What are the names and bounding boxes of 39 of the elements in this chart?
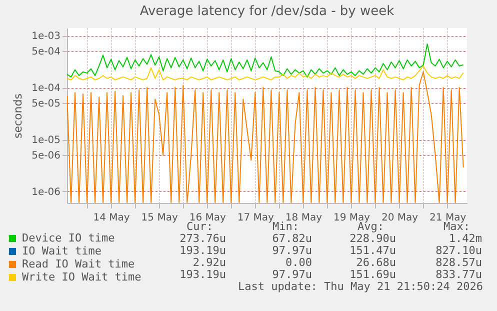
text: 2.92u <box>192 256 226 269</box>
text: 97.97u <box>272 244 312 257</box>
text: 1.42m <box>448 232 482 245</box>
x-tick-label: 14 May <box>93 212 130 224</box>
y-tick-label: 1e-04 <box>32 83 60 94</box>
y-tick-label: 5e-04 <box>32 46 60 58</box>
y-tick-label: 5e-05 <box>32 98 60 110</box>
y-axis-title: seconds <box>12 93 25 138</box>
text: 67.82u <box>272 232 312 245</box>
x-tick-label: 17 May <box>237 212 274 224</box>
text: 151.47u <box>350 244 396 257</box>
text: 833.77u <box>436 268 482 281</box>
text: 193.19u <box>180 244 226 257</box>
y-tick-label: 1e-05 <box>32 135 60 146</box>
x-tick-label: 21 May <box>430 212 466 224</box>
line-series <box>67 71 464 203</box>
y-tick-label: 5e-06 <box>32 150 60 162</box>
text: 228.90u <box>350 232 396 245</box>
line-series <box>67 43 464 78</box>
x-tick-label: 15 May <box>141 212 178 224</box>
legend-label: IO Wait time <box>22 244 102 258</box>
line-series <box>67 65 464 80</box>
text: 828.57u <box>436 256 482 269</box>
text: 97.97u <box>272 268 312 281</box>
text: 193.19u <box>180 268 226 281</box>
y-tick-label: 1e-06 <box>32 186 60 198</box>
legend-label: Write IO Wait time <box>22 270 142 284</box>
legend-label: Device IO time <box>22 232 115 244</box>
x-tick-label: 20 May <box>381 212 418 224</box>
text: 151.69u <box>350 268 396 281</box>
text: 0.00 <box>286 256 312 269</box>
text: Last update: Thu May 21 21:50:24 2026 <box>238 280 483 293</box>
x-tick-label: 19 May <box>333 212 370 224</box>
text: 26.68u <box>356 256 396 269</box>
chart-title: Average latency for /dev/sda - by week <box>140 4 395 19</box>
y-tick-label: 1e-03 <box>32 31 60 42</box>
legend-label: Read IO Wait time <box>22 258 135 270</box>
text: 827.10u <box>436 244 482 257</box>
text: 273.76u <box>180 232 226 245</box>
